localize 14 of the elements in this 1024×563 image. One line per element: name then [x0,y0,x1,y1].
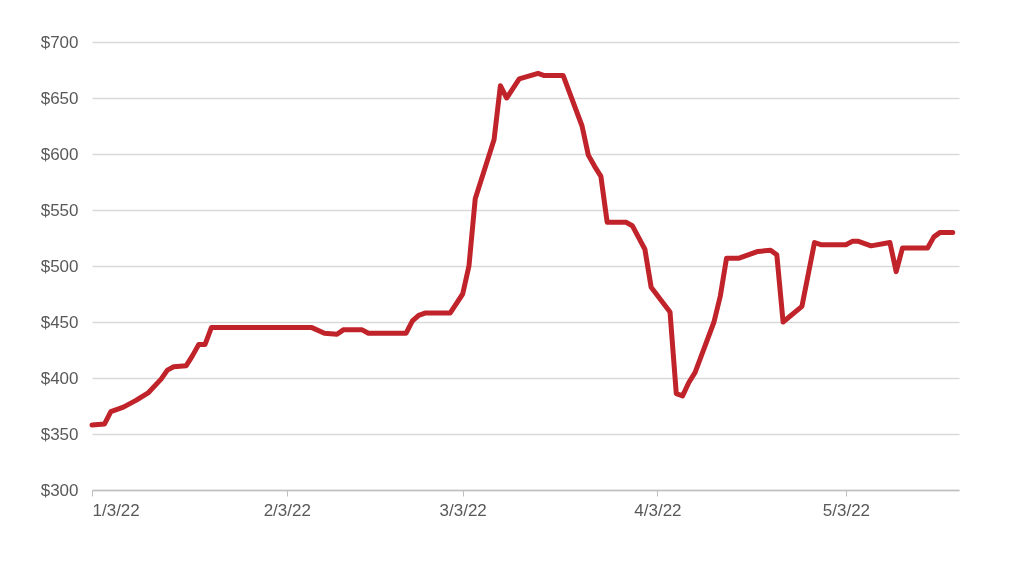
y-tick-label: $700 [40,32,79,52]
y-tick-label: $650 [40,88,79,108]
x-tick-label: 4/3/22 [634,500,682,520]
x-tick-label: 2/3/22 [263,500,311,520]
y-tick-label: $550 [40,200,79,220]
y-tick-label: $500 [40,256,79,276]
x-tick-label: 1/3/22 [92,500,140,520]
y-tick-label: $400 [40,368,79,388]
y-tick-label: $600 [40,144,79,164]
x-tick-label: 3/3/22 [439,500,487,520]
y-tick-label: $350 [40,424,79,444]
x-tick-label: 5/3/22 [822,500,871,520]
y-tick-label: $450 [40,312,79,332]
y-tick-label: $300 [40,480,79,500]
